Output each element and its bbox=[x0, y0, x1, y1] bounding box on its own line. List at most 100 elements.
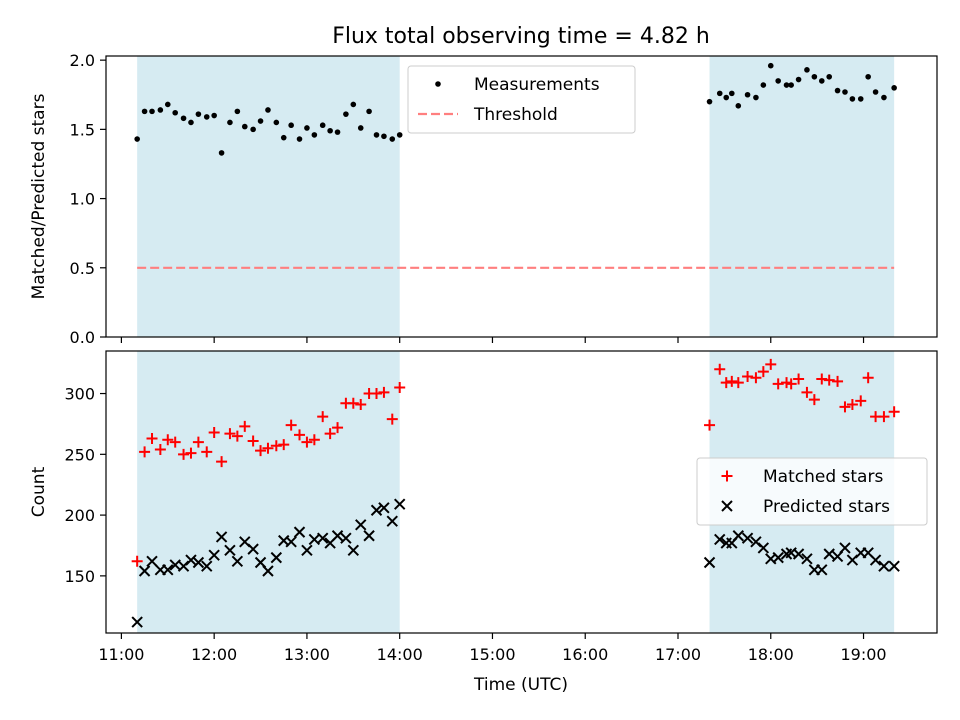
predicted-star-point bbox=[270, 551, 283, 564]
x-tick-label: 12:00 bbox=[191, 645, 237, 664]
measurement-point bbox=[834, 87, 841, 94]
predicted-star-point bbox=[293, 526, 306, 538]
measurement-point bbox=[373, 132, 380, 138]
predicted-star-point bbox=[262, 565, 274, 577]
measurement-point bbox=[180, 115, 187, 122]
matched-star-point bbox=[178, 448, 190, 460]
matched-star-point bbox=[726, 375, 738, 387]
measurement-point bbox=[857, 96, 864, 102]
measurement-point bbox=[257, 118, 264, 124]
matched-star-point bbox=[765, 358, 777, 370]
predicted-star-point bbox=[839, 542, 851, 554]
measurement-point bbox=[296, 136, 303, 142]
measurement-point bbox=[826, 73, 833, 80]
matched-star-point bbox=[294, 429, 306, 441]
matched-star-point bbox=[371, 388, 383, 400]
y-tick-label: 1.0 bbox=[70, 190, 95, 209]
legend-predicted-label: Predicted stars bbox=[763, 497, 890, 517]
matched-star-point bbox=[131, 555, 143, 567]
ratio-y-axis-label: Matched/Predicted stars bbox=[29, 93, 49, 299]
predicted-star-point bbox=[363, 530, 375, 542]
matched-star-point bbox=[785, 378, 797, 390]
matched-star-point bbox=[823, 374, 835, 386]
measurement-point bbox=[381, 133, 387, 140]
x-tick-label: 19:00 bbox=[840, 645, 886, 664]
measurement-point bbox=[343, 111, 349, 117]
y-tick-label: 0.5 bbox=[70, 259, 95, 278]
y-tick-label: 150 bbox=[64, 567, 95, 586]
measurement-point bbox=[744, 91, 751, 98]
y-tick-label: 250 bbox=[64, 445, 95, 464]
measurement-point bbox=[218, 150, 225, 156]
x-tick-label: 13:00 bbox=[284, 645, 330, 664]
measurement-point bbox=[227, 119, 233, 126]
x-tick-label: 11:00 bbox=[98, 645, 144, 664]
observing-window-1 bbox=[137, 351, 400, 633]
matched-star-point bbox=[394, 381, 406, 393]
measurement-point bbox=[804, 67, 810, 73]
predicted-star-point bbox=[732, 530, 745, 542]
matched-star-point bbox=[278, 439, 290, 451]
predicted-star-point bbox=[201, 560, 213, 572]
matched-star-point bbox=[239, 420, 251, 432]
predicted-star-point bbox=[378, 502, 390, 514]
y-tick-label: 300 bbox=[64, 385, 95, 404]
predicted-star-point bbox=[370, 504, 383, 516]
count-legend bbox=[696, 457, 928, 526]
x-axis-label: Time (UTC) bbox=[473, 675, 568, 695]
predicted-star-point bbox=[331, 530, 344, 542]
measurement-point bbox=[891, 85, 897, 91]
matched-star-point bbox=[332, 422, 344, 434]
matched-star-point bbox=[355, 398, 367, 410]
observing-window-2 bbox=[709, 56, 895, 337]
ratio-legend bbox=[407, 65, 636, 134]
predicted-star-point bbox=[823, 548, 835, 560]
matched-star-point bbox=[846, 398, 858, 410]
measurement-point bbox=[334, 129, 341, 135]
y-tick-label: 0.0 bbox=[70, 328, 95, 347]
predicted-star-point bbox=[792, 548, 805, 560]
matched-star-point bbox=[720, 377, 732, 389]
matched-star-point bbox=[750, 372, 762, 384]
measurement-point bbox=[188, 119, 194, 126]
measurement-point bbox=[706, 98, 713, 105]
matched-star-point bbox=[285, 419, 297, 431]
legend-matched-label: Matched stars bbox=[763, 467, 883, 487]
measurement-point bbox=[319, 122, 326, 129]
matched-star-point bbox=[262, 442, 274, 454]
predicted-star-point bbox=[247, 543, 259, 555]
measurement-point bbox=[865, 73, 871, 80]
predicted-star-point bbox=[138, 565, 151, 577]
measurement-point bbox=[389, 136, 396, 142]
predicted-star-point bbox=[757, 542, 770, 554]
predicted-star-point bbox=[146, 555, 158, 567]
legend-matched-marker bbox=[721, 470, 733, 482]
measurement-point bbox=[783, 82, 790, 88]
predicted-star-point bbox=[355, 519, 367, 531]
matched-star-point bbox=[270, 440, 282, 452]
predicted-star-point bbox=[208, 549, 220, 561]
predicted-star-point bbox=[888, 560, 900, 572]
matched-star-point bbox=[772, 378, 784, 390]
matched-star-point bbox=[878, 411, 890, 423]
y-tick-label: 200 bbox=[64, 506, 95, 525]
predicted-star-point bbox=[192, 556, 205, 569]
measurement-point bbox=[327, 127, 333, 134]
measurement-point bbox=[723, 94, 730, 101]
predicted-star-point bbox=[285, 536, 297, 548]
measurement-point bbox=[157, 107, 164, 113]
matched-star-point bbox=[855, 395, 867, 407]
measurement-point bbox=[881, 94, 887, 101]
measurement-point bbox=[795, 76, 802, 83]
matched-star-point bbox=[347, 397, 359, 409]
predicted-star-point bbox=[301, 544, 313, 557]
matched-star-point bbox=[255, 445, 267, 457]
predicted-star-point bbox=[869, 554, 882, 566]
predicted-star-point bbox=[340, 532, 352, 544]
legend-threshold-label: Threshold bbox=[473, 105, 558, 125]
predicted-star-point bbox=[162, 564, 174, 576]
predicted-star-point bbox=[816, 564, 828, 576]
y-tick-label: 1.5 bbox=[70, 120, 95, 139]
matched-star-point bbox=[862, 372, 874, 384]
